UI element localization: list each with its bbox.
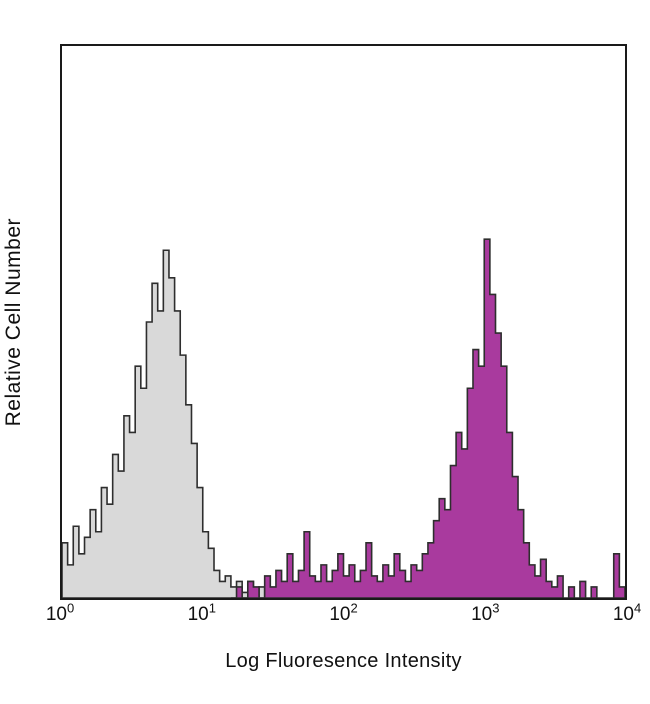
x-tick-label: 100: [45, 600, 75, 625]
x-tick-label: 101: [187, 600, 216, 625]
histogram-plot: [62, 238, 625, 598]
series-unstained-control-area: [62, 249, 282, 598]
y-axis-label: Relative Cell Number: [2, 217, 25, 427]
x-axis-ticks: 100 101 102 103 104: [46, 600, 641, 636]
x-axis-label: Log Fluoresence Intensity: [225, 650, 462, 672]
x-tick-label: 103: [471, 600, 500, 625]
x-tick-label: 102: [329, 600, 358, 625]
plot-area: [60, 44, 627, 600]
y-axis-label-wrap: Relative Cell Number: [2, 0, 26, 644]
x-tick-label: 104: [612, 600, 642, 625]
series-stained-sample-area: [230, 238, 625, 598]
